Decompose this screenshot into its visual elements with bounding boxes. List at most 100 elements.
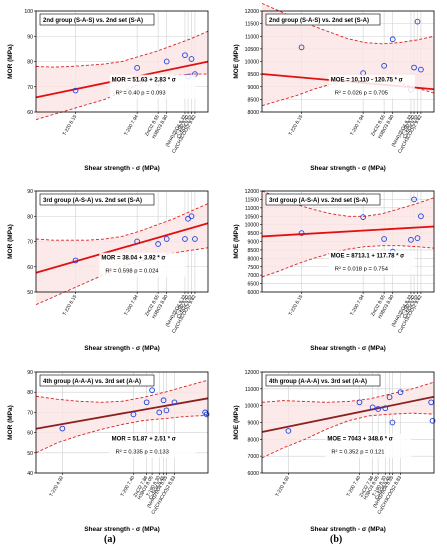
y-tick-label: 10000	[245, 404, 260, 410]
title-box	[265, 374, 381, 387]
regression-equation: MOE = 10,110 - 120.75 * σ	[331, 78, 403, 84]
ci-upper-line	[261, 381, 435, 403]
y-tick-label: 10000	[245, 60, 260, 66]
y-tick-label: 7000	[247, 454, 259, 460]
y-tick-label: 12000	[245, 189, 260, 195]
data-point	[160, 397, 167, 404]
caption-right: (b)	[330, 534, 343, 545]
regression-stats: R² = 0.026 p = 0.705	[335, 91, 388, 97]
title-box	[39, 374, 155, 387]
chart-title: 2nd group (S-A-S) vs. 2nd set (S-A)	[43, 18, 143, 24]
y-tick-label: 8500	[247, 97, 259, 103]
data-point	[134, 64, 140, 71]
title-box	[39, 13, 155, 26]
data-point	[356, 399, 363, 406]
y-tick-label: 70	[27, 240, 33, 246]
annotation-bg	[109, 74, 196, 99]
regression-equation: MOR = 38.04 + 3.92 * σ	[101, 256, 165, 262]
y-tick-label: 9500	[247, 72, 259, 78]
chart-title: 4th group (A-A-A) vs. 3rd set (A-A)	[269, 379, 367, 385]
confidence-band	[262, 191, 434, 277]
regression-equation: MOR = 51.87 + 2.51 * σ	[112, 437, 176, 443]
y-tick-label: 6500	[247, 282, 259, 288]
data-point	[411, 196, 417, 203]
y-tick-label: 7000	[247, 273, 259, 279]
x-tick-label: T-220 6.15	[62, 294, 79, 317]
regression-line	[35, 397, 209, 430]
annotation-bg	[325, 433, 412, 458]
chart-panel-4: 6000 6500 7000 7500 8000 8500 9000 9500 10000 105…	[233, 189, 435, 352]
y-tick-label: 60	[27, 431, 33, 437]
x-axis-label: Shear strength - σ (MPa)	[310, 526, 386, 533]
data-point	[418, 213, 424, 220]
y-axis-label: MOR (MPa)	[7, 405, 14, 440]
y-tick-label: 80	[27, 214, 33, 220]
ci-lower-line	[35, 414, 209, 454]
x-axis-label: Shear strength - σ (MPa)	[310, 345, 386, 352]
regression-equation: MOE = 8713.1 + 117.78 * σ	[331, 254, 405, 260]
y-tick-label: 50	[27, 451, 33, 457]
chart-title: 2nd group (S-A-S) vs. 2nd set (S-A)	[269, 18, 369, 24]
data-point	[429, 417, 436, 424]
data-point	[386, 394, 393, 401]
x-tick-label: T-220 4.92	[48, 475, 65, 498]
x-tick-label: T-200 7.94	[123, 294, 140, 317]
ci-upper-line	[35, 379, 209, 403]
y-tick-label: 11500	[245, 197, 259, 203]
regression-stats: R² = 0.352 p = 0.121	[331, 450, 384, 456]
data-point	[411, 64, 417, 71]
y-tick-label: 11000	[245, 34, 259, 40]
data-point	[163, 58, 170, 65]
y-tick-label: 70	[27, 410, 33, 416]
data-point	[192, 236, 198, 242]
y-tick-label: 10000	[245, 223, 260, 229]
ci-lower-line	[261, 245, 435, 278]
y-tick-label: 11000	[245, 387, 259, 393]
data-point	[428, 399, 434, 406]
y-tick-label: 9000	[247, 240, 259, 246]
caption-left: (a)	[104, 534, 116, 545]
data-point	[389, 36, 396, 43]
y-tick-label: 100	[24, 9, 33, 15]
regression-line	[35, 222, 209, 274]
y-tick-label: 9000	[247, 421, 259, 427]
data-point	[149, 387, 155, 394]
y-tick-label: 7500	[247, 265, 259, 271]
data-point	[203, 411, 210, 418]
ci-upper-line	[35, 30, 209, 68]
data-point	[397, 389, 404, 396]
data-point	[188, 213, 195, 220]
y-tick-label: 90	[27, 189, 33, 195]
regression-equation: MOE = 7043 + 348.6 * σ	[327, 437, 392, 443]
ci-upper-line	[35, 203, 209, 241]
data-point	[414, 18, 421, 25]
y-axis-label: MOR (MPa)	[7, 44, 14, 79]
data-point	[298, 44, 305, 51]
x-tick-label: T-220 6.15	[62, 114, 79, 137]
title-box	[265, 193, 381, 206]
data-point	[381, 236, 387, 242]
data-point	[418, 66, 424, 73]
y-tick-label: 80	[27, 60, 33, 66]
y-tick-label: 90	[27, 34, 33, 40]
data-point	[171, 399, 178, 406]
y-tick-label: 90	[27, 370, 33, 376]
title-box	[39, 193, 155, 206]
data-point	[143, 399, 150, 406]
x-axis-label: Shear strength - σ (MPa)	[84, 526, 160, 533]
regression-stats: R² = 0.40 p = 0.093	[116, 91, 166, 97]
x-tick-label: T-220 6.15	[288, 114, 305, 137]
y-tick-label: 8000	[247, 437, 259, 443]
data-point	[156, 409, 163, 416]
x-axis-label: Shear strength - σ (MPa)	[84, 165, 160, 172]
y-axis-label: MOE (MPa)	[233, 224, 240, 258]
x-axis-label: Shear strength - σ (MPa)	[84, 345, 160, 352]
regression-equation: MOR = 51.63 + 2.83 * σ	[112, 78, 176, 84]
annotation-bg	[99, 252, 186, 277]
x-tick-label: T-200 7.94	[349, 114, 366, 137]
data-point	[130, 411, 137, 418]
y-tick-label: 70	[27, 85, 33, 91]
data-point	[285, 428, 292, 434]
